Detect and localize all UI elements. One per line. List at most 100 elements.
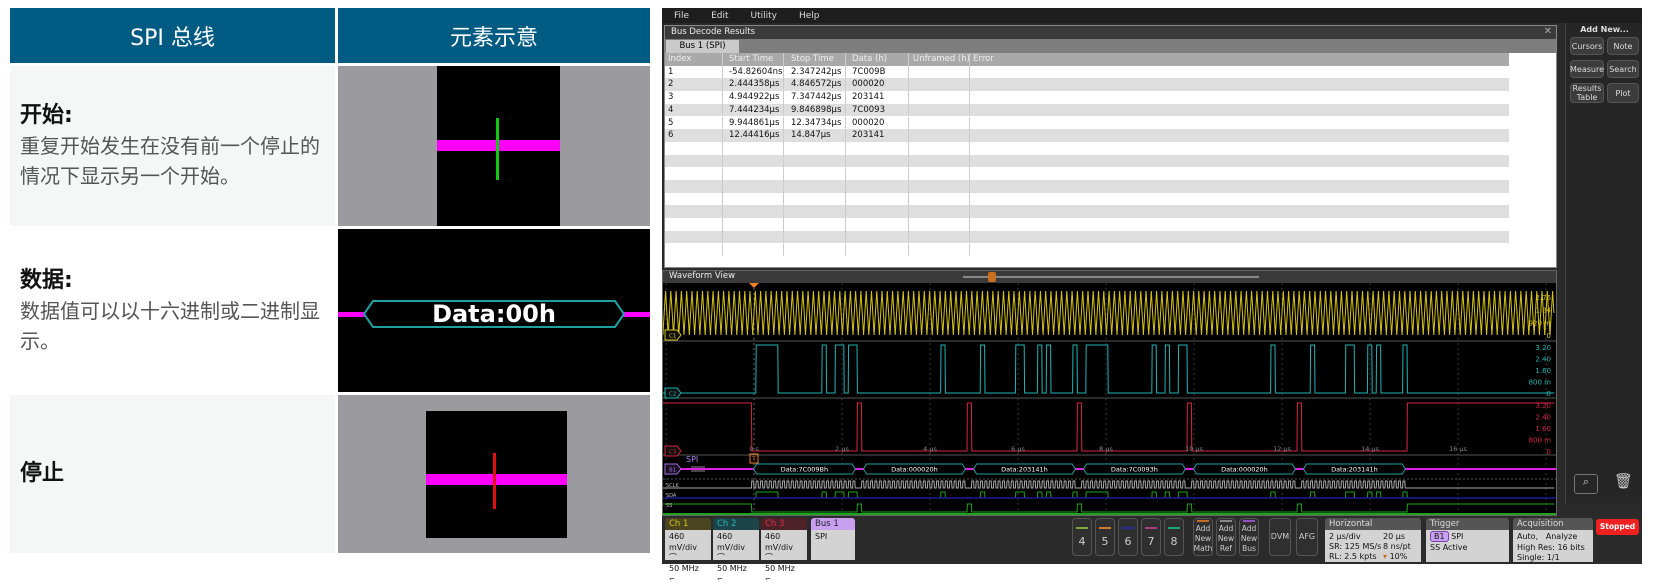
trigger-tag — [749, 453, 759, 464]
channel-4-button[interactable]: 4 — [1072, 518, 1092, 556]
acq-analyze: Analyze — [1545, 532, 1578, 541]
menu-file[interactable]: File — [674, 11, 690, 21]
trash-icon[interactable]: 🗑 — [1614, 472, 1634, 490]
empty-row — [665, 154, 1509, 168]
axis-label: 1.60 — [1535, 425, 1551, 433]
bottom-bar: Ch 1 460 mV/div ⌒ 50 MHz ⌐ Ch 2 460 mV/div ⌒ 50… — [662, 516, 1642, 583]
data-title: 数据: — [20, 267, 73, 293]
channel-badge-2[interactable]: Ch 2 460 mV/div ⌒ 50 MHz ⌐ — [713, 518, 759, 583]
add-ref-button[interactable]: Add New Ref — [1216, 518, 1236, 556]
time-tick-label: 12 µs — [1273, 445, 1291, 453]
time-tick-label: 0 s — [749, 445, 759, 453]
table-header-row: Index Start Time Stop Time Data (h) Unframed… — [665, 53, 1509, 66]
channel-tag-C1 — [664, 329, 682, 341]
bus-packet-label: Data:000020h — [891, 466, 938, 474]
time-tick-label: 16 µs — [1449, 445, 1467, 453]
cell: 000020 — [852, 117, 885, 128]
waveform-plot[interactable]: 2.76 1.84 920 m 0 3.20 2.40 1.60 800 m 0 3.20 2.40… — [663, 283, 1556, 515]
channel-5-button[interactable]: 5 — [1095, 518, 1115, 556]
axis-label: 0 — [1547, 332, 1551, 340]
horizontal-position-bar[interactable] — [963, 276, 1259, 278]
trigger-badge[interactable]: Trigger B1 SPI SS Active — [1426, 518, 1509, 562]
channel-7-button[interactable]: 7 — [1141, 518, 1161, 556]
cell: 2.444358µs — [729, 79, 780, 90]
channel-tag-label: C3 — [669, 450, 677, 456]
horizontal-badge[interactable]: Horizontal 2 µs/div 20 µs SR: 125 MS/s 8 n… — [1325, 518, 1421, 562]
acq-mode: Auto, — [1517, 532, 1539, 541]
stop-title: 停止 — [20, 461, 65, 486]
table-row[interactable]: 2 2.444358µs 4.846572µs 000020 — [665, 78, 1509, 92]
table-row[interactable]: 6 12.44416µs 14.847µs 203141 — [665, 129, 1509, 142]
afg-button[interactable]: AFG — [1296, 518, 1318, 556]
cell: 6 — [668, 130, 674, 141]
plot-button[interactable]: Plot — [1607, 83, 1639, 103]
note-button[interactable]: Note — [1607, 37, 1639, 55]
menu-help[interactable]: Help — [798, 11, 820, 21]
table-row[interactable]: 3 4.944922µs 7.347442µs 203141 — [665, 91, 1509, 104]
cell: 3 — [668, 92, 674, 103]
horizontal-title: Horizontal — [1325, 518, 1421, 530]
acquisition-badge[interactable]: Acquisition Auto, Analyze High Res: 16 b… — [1513, 518, 1593, 562]
axis-label: 800 m — [1529, 437, 1552, 445]
channel-number: 7 — [1147, 535, 1155, 548]
channel-tag-B1 — [664, 463, 682, 475]
bus-packet-label: Data:7C0093h — [1111, 466, 1158, 474]
add-math-button[interactable]: Add New Math — [1193, 518, 1213, 556]
channel-6-button[interactable]: 6 — [1118, 518, 1138, 556]
zoom-icon[interactable]: ⌕ — [1574, 474, 1598, 494]
bus1-type: SPI — [811, 530, 855, 560]
search-button[interactable]: Search — [1607, 60, 1639, 78]
trigger-condition: SS Active — [1430, 542, 1468, 552]
empty-row — [665, 192, 1509, 206]
cell: 7.444234µs — [729, 104, 780, 115]
channel-number: 6 — [1124, 535, 1132, 548]
close-icon[interactable]: ✕ — [1543, 26, 1552, 37]
measure-button[interactable]: Measure — [1570, 60, 1604, 78]
dvm-button[interactable]: DVM — [1269, 518, 1291, 556]
menu-utility[interactable]: Utility — [750, 11, 777, 21]
cell: 14.847µs — [791, 130, 831, 141]
digital-label-ss: SS — [666, 503, 672, 509]
table-row[interactable]: 1 -54.82604ns 2.347242µs 7C009B — [665, 65, 1509, 79]
time-per-point: 8 ns/pt — [1383, 542, 1411, 551]
channel-tag-label: C1 — [669, 334, 676, 340]
cell: 7C0093 — [852, 104, 885, 115]
cell: 203141 — [852, 92, 885, 103]
axis-label: 3.20 — [1535, 402, 1551, 410]
cell: 9.944861µs — [729, 117, 780, 128]
table-header-element: 元素示意 — [338, 8, 650, 63]
tab-bus1-spi[interactable]: Bus 1 (SPI) — [666, 40, 739, 53]
cell: 4 — [668, 104, 674, 115]
data-packet-label: Data:00h — [432, 300, 556, 328]
cell: 5 — [668, 117, 674, 128]
cell: 000020 — [852, 79, 885, 90]
axis-label: 3.20 — [1535, 344, 1551, 352]
channel-badge-3[interactable]: Ch 3 460 mV/div ⌒ 50 MHz ⌐ — [761, 518, 807, 583]
cell: 12.34734µs — [791, 117, 842, 128]
trigger-title: Trigger — [1426, 518, 1509, 530]
trigger-position-handle[interactable] — [988, 272, 996, 282]
results-table-button[interactable]: Results Table — [1570, 83, 1604, 103]
cell: Stop Time — [791, 54, 834, 64]
cell: 1 — [668, 66, 674, 77]
bus-packet — [1192, 463, 1296, 475]
bandwidth-limit-icon: ⌐ — [717, 575, 723, 583]
stop-illustration — [338, 395, 650, 553]
table-row[interactable]: 4 7.444234µs 9.846898µs 7C0093 — [665, 103, 1509, 117]
channel-8-button[interactable]: 8 — [1164, 518, 1184, 556]
cursors-button[interactable]: Cursors — [1570, 37, 1604, 55]
side-panel: Add New... Cursors Note Measure Search R… — [1565, 23, 1642, 503]
channel-name: Ch 1 — [665, 518, 711, 530]
trigger-source: B1 — [1430, 531, 1449, 542]
run-stop-button[interactable]: Stopped — [1596, 519, 1639, 535]
empty-row — [665, 180, 1509, 193]
bandwidth-limit-icon: ⌐ — [669, 575, 675, 583]
cell: Data (h) — [852, 54, 888, 64]
probe-icon: ⌒ — [717, 553, 725, 562]
menu-edit[interactable]: Edit — [711, 11, 729, 21]
cell: 7C009B — [852, 66, 886, 77]
table-row[interactable]: 5 9.944861µs 12.34734µs 000020 — [665, 116, 1509, 130]
bus1-badge[interactable]: Bus 1 SPI — [811, 518, 855, 560]
add-bus-button[interactable]: Add New Bus — [1239, 518, 1259, 556]
channel-badge-1[interactable]: Ch 1 460 mV/div ⌒ 50 MHz ⌐ — [665, 518, 711, 583]
